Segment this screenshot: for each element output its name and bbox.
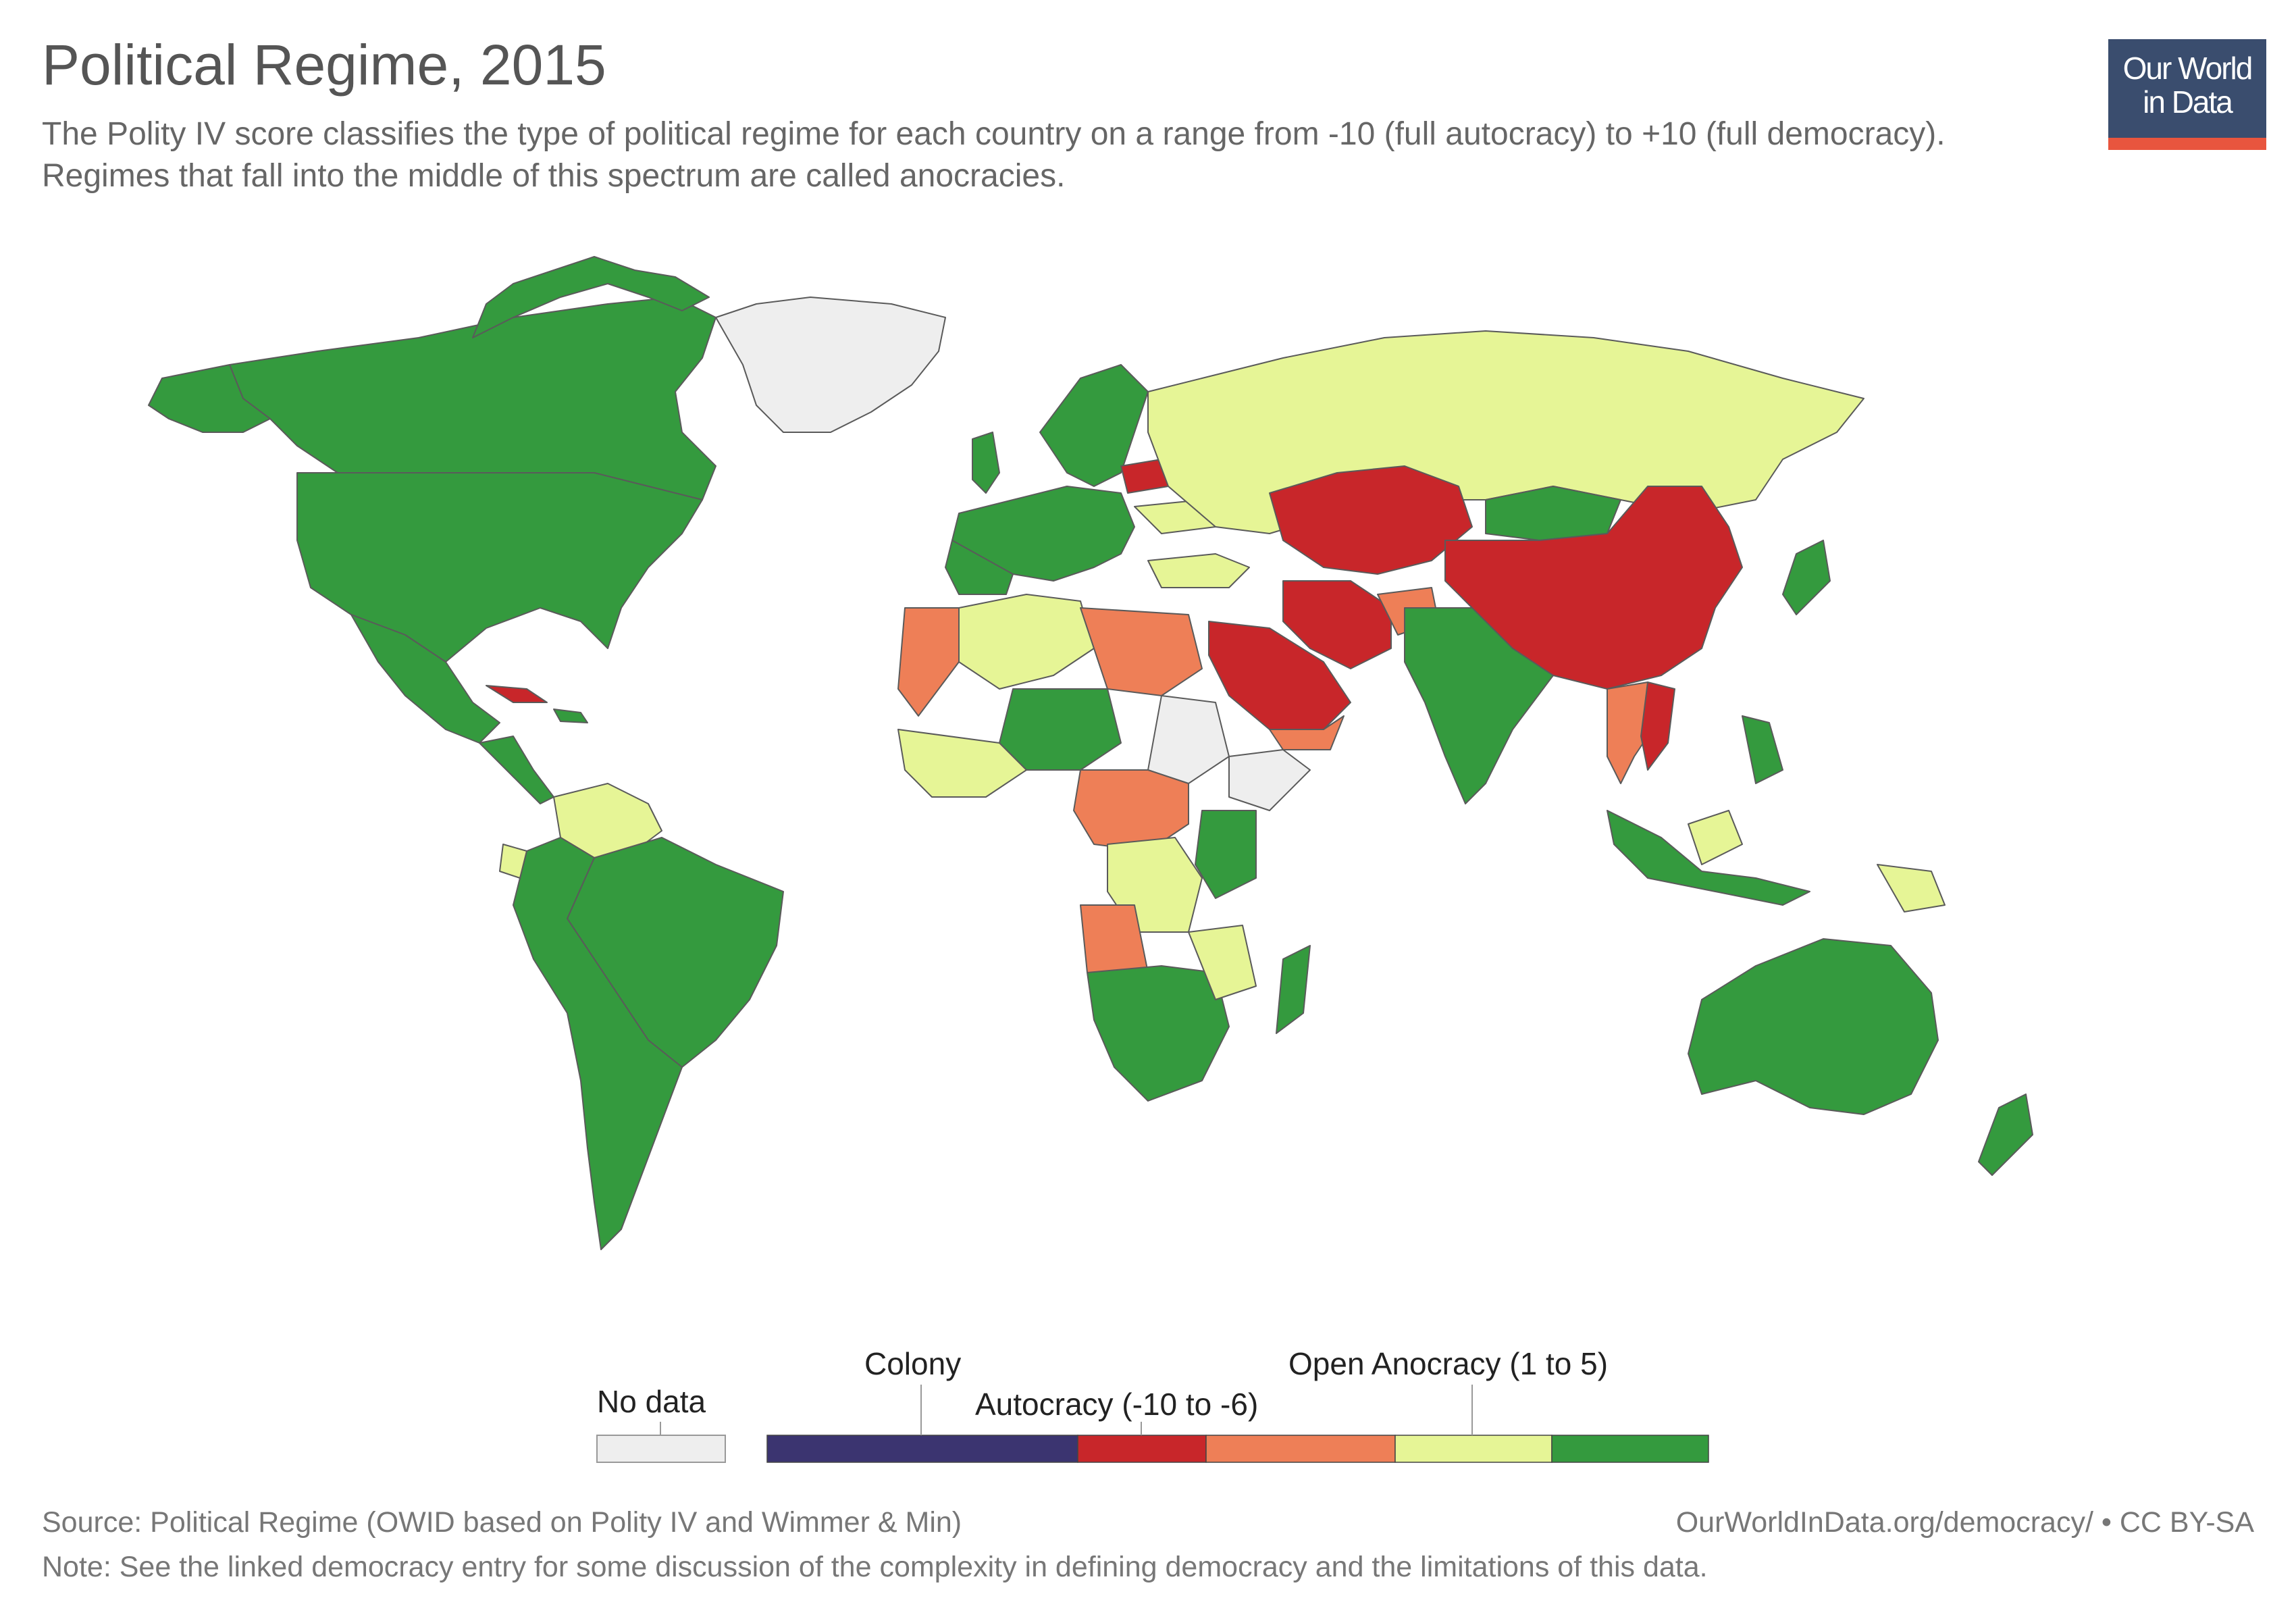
region-madagascar[interactable] xyxy=(1276,945,1311,1034)
region-cuba[interactable] xyxy=(486,685,548,703)
legend-color-scale xyxy=(766,1435,1709,1463)
region-vietnam[interactable] xyxy=(1640,681,1675,771)
region-iberia[interactable] xyxy=(945,540,1014,595)
region-sahel[interactable] xyxy=(999,688,1122,771)
legend-autocracy-label: Autocracy (-10 to -6) xyxy=(975,1387,1259,1422)
chart-subtitle: The Polity IV score classifies the type … xyxy=(42,116,1946,194)
region-greenland[interactable] xyxy=(715,297,946,433)
region-uk[interactable] xyxy=(972,432,1000,494)
note-text: Note: See the linked democracy entry for… xyxy=(42,1551,1708,1583)
region-haiti-dr[interactable] xyxy=(553,709,588,723)
legend-swatch-0[interactable] xyxy=(766,1435,1078,1463)
region-morocco-west-sahara[interactable] xyxy=(897,607,960,717)
region-mozambique-zimbabwe[interactable] xyxy=(1188,925,1257,1000)
region-scandinavia[interactable] xyxy=(1039,364,1149,487)
region-philippines[interactable] xyxy=(1742,715,1783,784)
region-central-america[interactable] xyxy=(479,736,554,804)
chart-title: Political Regime, 2015 xyxy=(42,33,606,97)
region-indonesia[interactable] xyxy=(1607,810,1810,906)
region-iran[interactable] xyxy=(1282,580,1392,669)
logo-line-1: Our World xyxy=(2122,51,2253,86)
region-new-zealand[interactable] xyxy=(1978,1093,2033,1176)
logo-accent-bar xyxy=(2108,138,2266,150)
region-japan[interactable] xyxy=(1782,540,1831,615)
region-usa[interactable] xyxy=(296,472,703,663)
region-canada[interactable] xyxy=(229,297,716,500)
source-text: Source: Political Regime (OWID based on … xyxy=(42,1506,962,1539)
legend-swatch-4[interactable] xyxy=(1551,1435,1709,1463)
owid-logo[interactable]: Our World in Data xyxy=(2108,39,2266,150)
region-yemen-oman[interactable] xyxy=(1269,715,1345,750)
region-west-africa[interactable] xyxy=(897,729,1027,798)
region-east-africa[interactable] xyxy=(1195,810,1257,899)
credit-link[interactable]: OurWorldInData.org/democracy/ • CC BY-SA xyxy=(1675,1506,2254,1539)
region-libya-egypt[interactable] xyxy=(1080,607,1203,696)
world-map xyxy=(148,256,2033,1250)
region-horn-of-africa[interactable] xyxy=(1228,749,1311,811)
logo-line-2: in Data xyxy=(2143,84,2233,120)
legend-swatch-3[interactable] xyxy=(1394,1435,1553,1463)
region-borneo[interactable] xyxy=(1688,810,1743,865)
legend-no-data-label: No data xyxy=(597,1384,706,1419)
region-australia[interactable] xyxy=(1688,938,1939,1115)
region-alaska[interactable] xyxy=(148,364,271,433)
region-andes[interactable] xyxy=(513,837,683,1250)
region-china[interactable] xyxy=(1444,486,1743,690)
region-north-africa[interactable] xyxy=(958,594,1095,690)
legend-open-anocracy-label: Open Anocracy (1 to 5) xyxy=(1288,1346,1609,1381)
region-southern-africa[interactable] xyxy=(1087,965,1230,1102)
region-turkey[interactable] xyxy=(1147,553,1250,588)
region-papua-new-guinea[interactable] xyxy=(1877,864,1946,912)
region-mexico[interactable] xyxy=(350,614,500,744)
legend-colony-label: Colony xyxy=(864,1346,962,1381)
region-ecuador[interactable] xyxy=(499,844,527,879)
legend-no-data-swatch[interactable] xyxy=(596,1435,726,1463)
legend-swatch-1[interactable] xyxy=(1077,1435,1207,1463)
region-canada-arctic[interactable] xyxy=(472,256,710,338)
region-sudan[interactable] xyxy=(1147,695,1230,784)
legend xyxy=(596,1385,1709,1463)
legend-swatch-2[interactable] xyxy=(1205,1435,1396,1463)
